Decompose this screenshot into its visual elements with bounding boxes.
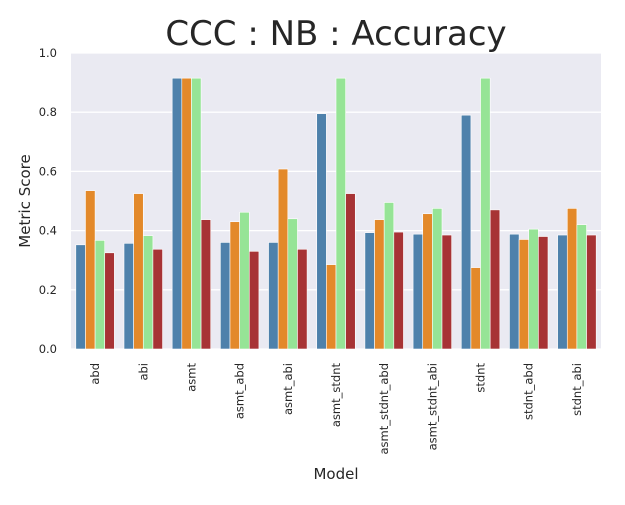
bar [538,236,549,350]
y-axis-ticks: 0.0 0.2 0.4 0.6 0.8 1.0 [39,46,57,356]
bar [432,208,443,350]
y-tick-label: 0.2 [39,283,57,297]
bar [152,248,163,350]
bar [345,193,356,350]
x-tick-label: abi [136,363,150,381]
bar [171,77,183,350]
bar [287,218,298,350]
bar [364,232,375,350]
bar [422,213,433,350]
bar [133,193,144,350]
bar [460,114,472,350]
bar [191,77,202,350]
bar [441,234,452,350]
bar [200,219,212,350]
x-axis-label: Model [313,465,358,483]
bar [566,208,578,350]
bar [316,113,327,350]
bar [489,209,501,350]
bar [509,233,520,350]
y-tick-label: 0.4 [39,224,57,238]
y-tick-label: 0.6 [39,164,57,178]
chart-title: CCC : NB : Accuracy [165,14,506,54]
bar [75,244,86,350]
bar [248,251,260,350]
bar [393,231,404,350]
bar [518,239,530,350]
bar [528,228,539,350]
x-tick-label: abd [88,363,102,385]
bars [75,77,597,350]
x-tick-label: asmt_stdnt [329,363,343,428]
bar [85,190,96,350]
bar [268,242,279,350]
bar [229,221,240,350]
bar [104,252,115,350]
bar [586,234,597,350]
x-tick-label: asmt_stdnt_abd [377,363,391,455]
bar [412,233,424,350]
bar [277,168,289,350]
y-axis-label: Metric Score [16,154,34,247]
bar [470,267,481,350]
bar [480,77,491,350]
y-tick-label: 0.8 [39,105,57,119]
bar [374,219,385,350]
x-tick-label: asmt_abd [233,363,247,419]
x-tick-label: asmt [184,363,198,392]
y-tick-label: 1.0 [39,46,57,60]
bar [181,77,192,350]
x-tick-label: stdnt_abi [570,363,584,416]
bar [220,242,231,350]
y-tick-label: 0.0 [39,342,57,356]
bar [335,77,346,350]
bar [239,211,250,350]
bar [142,235,154,350]
x-axis-ticks: abd abi asmt asmt_abd asmt_abi asmt_stdnt asmt… [88,363,584,455]
x-tick-label: asmt_abi [281,363,295,415]
x-tick-label: asmt_stdnt_abi [425,363,439,450]
bar [297,248,308,350]
bar [123,243,134,350]
bar [383,202,395,350]
bar [326,264,337,350]
bar [557,234,568,350]
bar [576,224,587,350]
x-tick-label: stdnt_abd [522,363,536,420]
x-tick-label: stdnt [474,363,488,393]
bar [94,240,106,350]
